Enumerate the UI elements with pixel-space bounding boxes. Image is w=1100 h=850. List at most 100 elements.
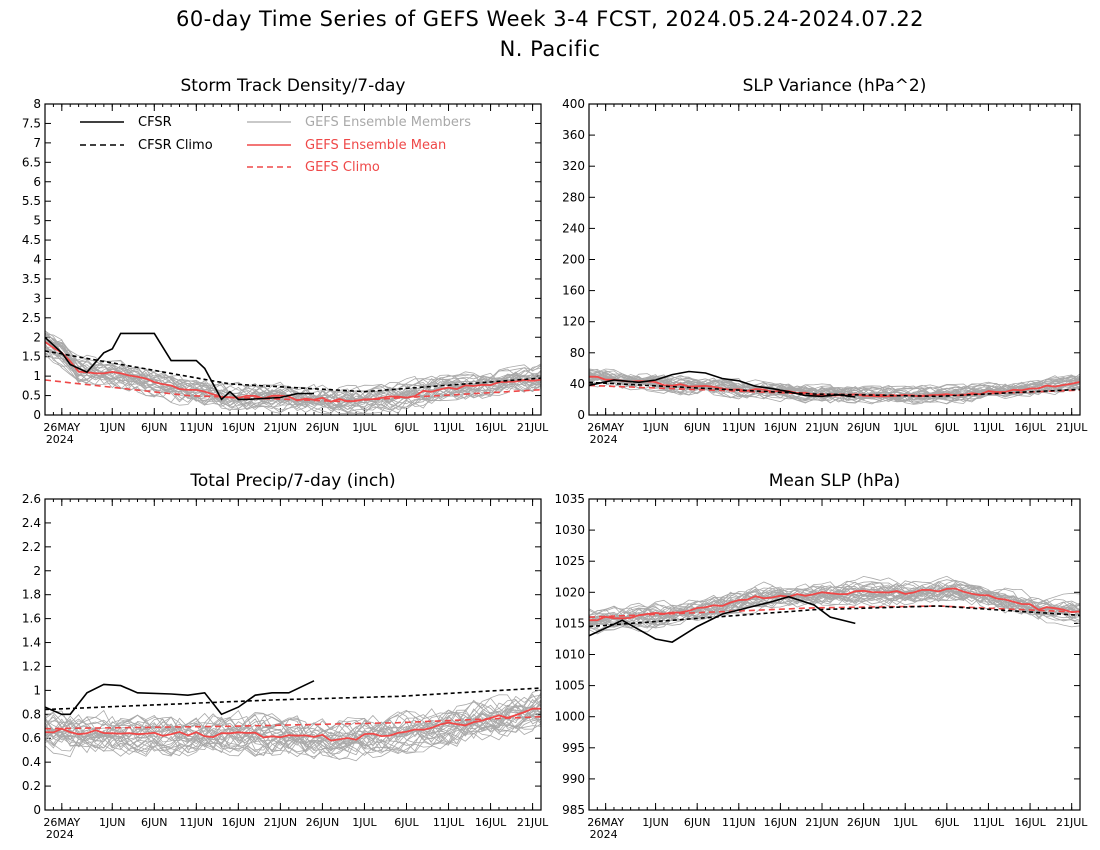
ensemble-member-line bbox=[589, 370, 1080, 398]
y-tick-label: 7 bbox=[33, 136, 41, 150]
y-tick-label: 360 bbox=[562, 128, 585, 142]
x-tick-label: 16JUN bbox=[222, 421, 256, 434]
x-tick-label: 1JUL bbox=[893, 421, 918, 434]
y-tick-label: 1005 bbox=[554, 679, 585, 693]
panel-frame bbox=[44, 103, 542, 416]
plot-area bbox=[45, 330, 541, 414]
x-tick-label: 6JUL bbox=[935, 816, 960, 829]
panel-slp-variance: SLP Variance (hPa^2) 0 40 80 120 160 200 240 280… bbox=[562, 76, 1088, 446]
x-tick-label: 26JUN bbox=[847, 816, 881, 829]
ensemble-member-line bbox=[589, 377, 1080, 404]
gefs-climo-line bbox=[45, 715, 541, 730]
legend: CFSR CFSR Climo GEFS Ensemble Members GE… bbox=[80, 115, 471, 175]
cfsr-line bbox=[589, 370, 856, 398]
panel-frame bbox=[588, 498, 1081, 811]
legend-members-label: GEFS Ensemble Members bbox=[305, 115, 471, 130]
y-tick-label: 0 bbox=[577, 408, 585, 422]
y-tick-label: 0 bbox=[33, 803, 41, 817]
y-tick-label: 1020 bbox=[554, 585, 585, 599]
cfsr-climo-line bbox=[45, 350, 541, 393]
y-tick-label: 320 bbox=[562, 159, 585, 173]
x-tick-label: 6JUN bbox=[141, 421, 168, 434]
x-tick-label: 21JUN bbox=[264, 816, 298, 829]
y-tick-label: 985 bbox=[562, 803, 585, 817]
x-tick-label: 1JUN bbox=[99, 421, 126, 434]
y-tick-label: 1 bbox=[33, 369, 41, 383]
cfsr-line bbox=[45, 332, 314, 401]
y-tick-label: 1 bbox=[33, 683, 41, 697]
ensemble-member-line bbox=[589, 579, 1080, 620]
x-tick-label: 6JUL bbox=[394, 816, 419, 829]
ensemble-member-line bbox=[589, 589, 1080, 629]
x-tick-label: 26JUN bbox=[306, 421, 340, 434]
ensemble-member-line bbox=[589, 368, 1080, 395]
x-tick-label: 6JUL bbox=[935, 421, 960, 434]
x-tick-label: 1JUL bbox=[352, 816, 377, 829]
y-tick-label: 1015 bbox=[554, 616, 585, 630]
x-tick-label: 11JUL bbox=[433, 816, 465, 829]
x-year-label: 2024 bbox=[590, 828, 618, 841]
y-tick-label: 40 bbox=[570, 377, 585, 391]
y-tick-label: 4 bbox=[33, 253, 41, 267]
x-tick-label: 26MAY bbox=[587, 816, 624, 829]
ensemble-member-line bbox=[589, 575, 1080, 614]
y-tick-label: 2 bbox=[33, 564, 41, 578]
x-tick-label: 16JUL bbox=[475, 816, 507, 829]
ensemble-member-line bbox=[45, 345, 541, 412]
x-tick-label: 11JUN bbox=[722, 421, 756, 434]
panel-title: Storm Track Density/7-day bbox=[181, 76, 406, 96]
y-tick-label: 1.2 bbox=[22, 659, 41, 673]
panel-frame bbox=[588, 103, 1081, 416]
cfsr-line bbox=[45, 680, 315, 716]
ensemble-member-line bbox=[45, 705, 541, 751]
y-tick-label: 0.6 bbox=[22, 731, 41, 745]
x-tick-label: 6JUN bbox=[684, 816, 711, 829]
y-tick-label: 4.5 bbox=[22, 233, 41, 247]
x-tick-label: 11JUL bbox=[973, 421, 1005, 434]
ensemble-member-line bbox=[45, 708, 541, 757]
y-tick-label: 200 bbox=[562, 253, 585, 267]
y-tick-label: 1035 bbox=[554, 492, 585, 506]
x-tick-label: 16JUN bbox=[222, 816, 256, 829]
x-tick-label: 26MAY bbox=[43, 421, 80, 434]
x-tick-label: 11JUN bbox=[722, 816, 756, 829]
ensemble-member-line bbox=[45, 344, 541, 414]
panel-storm-track-density: Storm Track Density/7-day 0 0.5 1 1.5 2 2.5 3 3.… bbox=[22, 76, 549, 446]
x-year-label: 2024 bbox=[46, 433, 74, 446]
x-tick-label: 1JUN bbox=[642, 421, 669, 434]
y-tick-label: 2.2 bbox=[22, 540, 41, 554]
x-tick-label: 26JUN bbox=[847, 421, 881, 434]
y-tick-label: 80 bbox=[570, 346, 585, 360]
ensemble-member-line bbox=[45, 707, 541, 745]
x-tick-label: 16JUL bbox=[1014, 816, 1046, 829]
ensemble-mean-line bbox=[45, 707, 541, 742]
y-tick-label: 0.2 bbox=[22, 779, 41, 793]
y-tick-label: 0.4 bbox=[22, 755, 41, 769]
y-tick-label: 2 bbox=[33, 330, 41, 344]
cfsr-climo-line bbox=[589, 605, 1080, 628]
y-tick-label: 160 bbox=[562, 284, 585, 298]
y-tick-label: 5 bbox=[33, 214, 41, 228]
y-tick-label: 0 bbox=[33, 408, 41, 422]
panel-title: SLP Variance (hPa^2) bbox=[743, 76, 927, 96]
ensemble-member-line bbox=[45, 333, 541, 405]
gefs-climo-line bbox=[589, 605, 1080, 618]
x-tick-label: 21JUN bbox=[264, 421, 298, 434]
y-tick-label: 280 bbox=[562, 190, 585, 204]
plot-area bbox=[45, 680, 541, 762]
x-tick-label: 6JUL bbox=[394, 421, 419, 434]
y-tick-label: 0.8 bbox=[22, 707, 41, 721]
x-tick-label: 26MAY bbox=[587, 421, 624, 434]
legend-gefs-climo-label: GEFS Climo bbox=[305, 160, 380, 175]
y-tick-label: 2.4 bbox=[22, 516, 41, 530]
y-tick-label: 6 bbox=[33, 175, 41, 189]
x-year-label: 2024 bbox=[46, 828, 74, 841]
y-tick-label: 3 bbox=[33, 291, 41, 305]
panel-title: Mean SLP (hPa) bbox=[769, 471, 901, 491]
x-tick-label: 1JUL bbox=[893, 816, 918, 829]
x-tick-label: 16JUN bbox=[764, 816, 798, 829]
legend-ens-mean-label: GEFS Ensemble Mean bbox=[305, 138, 446, 153]
x-tick-label: 21JUL bbox=[1056, 421, 1088, 434]
ensemble-member-line bbox=[45, 343, 541, 413]
panel-mean-slp: Mean SLP (hPa) 985 990 995 1000 1005 1010 1015 1… bbox=[554, 471, 1088, 841]
